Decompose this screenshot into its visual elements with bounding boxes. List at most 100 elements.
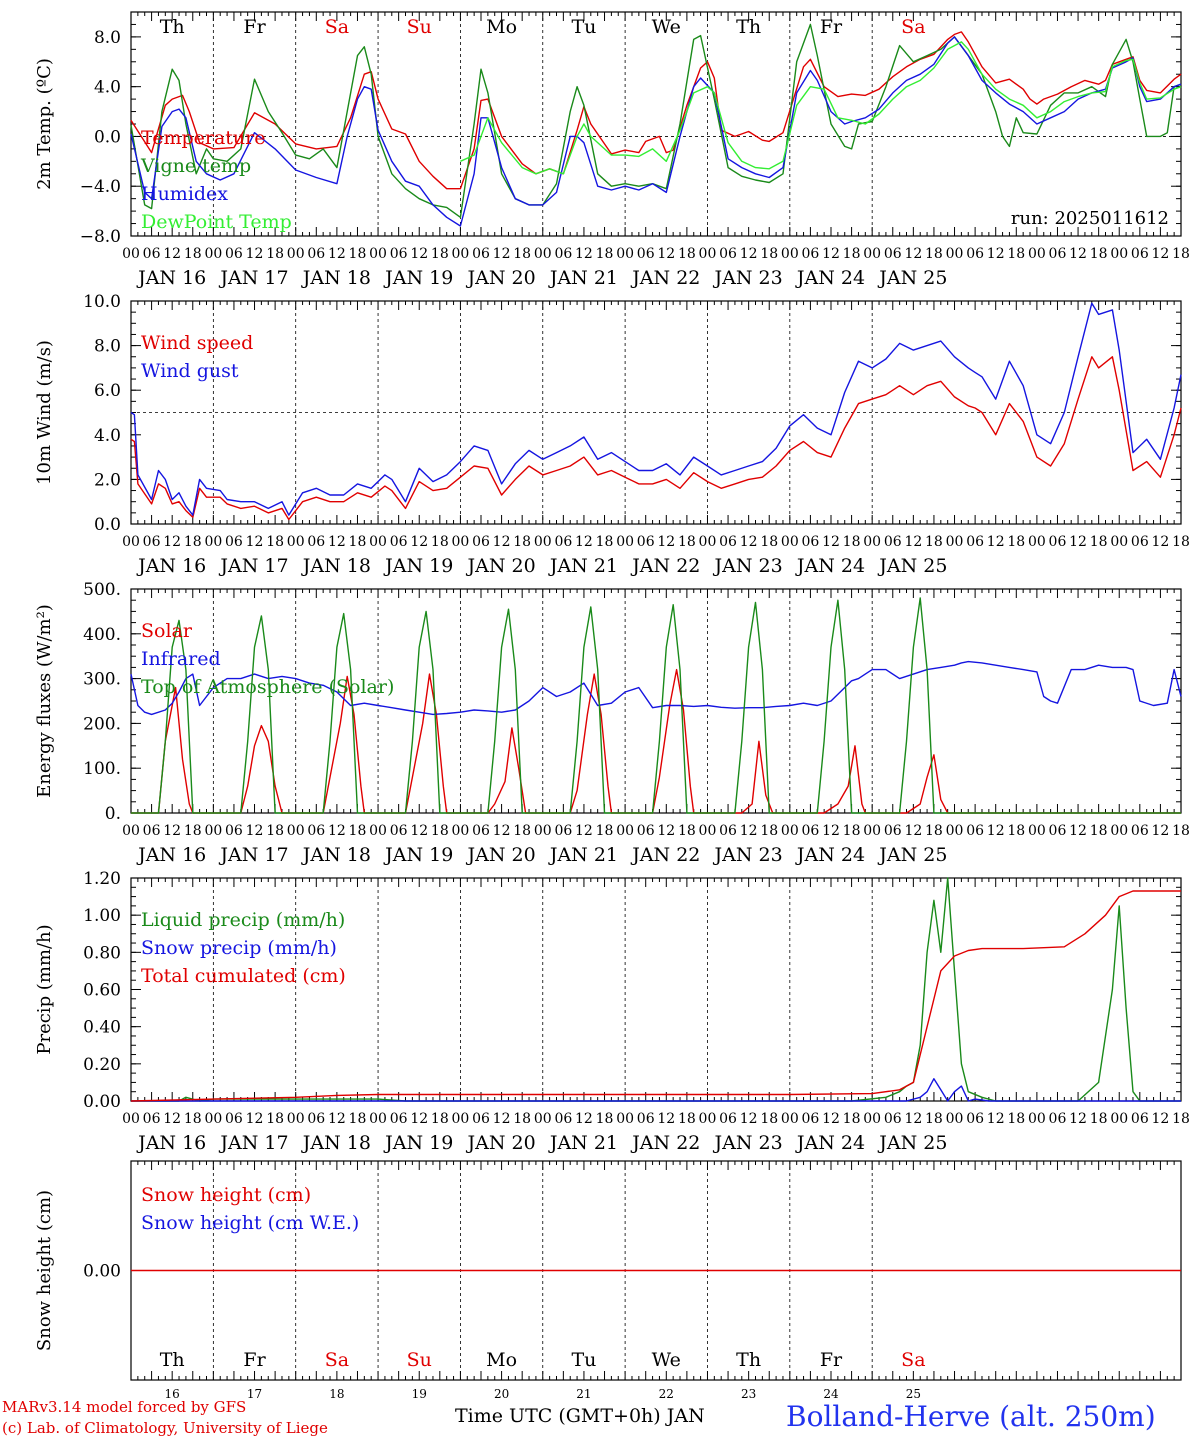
- hour-tick-label: 18: [596, 823, 614, 839]
- hour-tick-label: 12: [246, 1111, 264, 1127]
- hour-tick-label: 18: [678, 823, 696, 839]
- y-tick-label: 0.60: [83, 981, 121, 1001]
- legend-entry: Snow height (cm): [141, 1184, 311, 1206]
- hour-tick-label: 06: [637, 1111, 655, 1127]
- hour-tick-label: 12: [163, 534, 181, 550]
- date-label: JAN 22: [630, 1132, 700, 1154]
- y-tick-label: −8.0: [80, 227, 121, 247]
- day-of-week-label: Th: [160, 1349, 185, 1371]
- hour-tick-label: 18: [266, 823, 284, 839]
- date-label: JAN 23: [713, 555, 783, 577]
- hour-tick-label: 18: [1007, 246, 1025, 262]
- hour-tick-label: 00: [451, 534, 469, 550]
- hour-tick-label: 18: [1090, 534, 1108, 550]
- hour-tick-label: 00: [699, 534, 717, 550]
- series-line: [131, 597, 1181, 814]
- hour-tick-label: 12: [740, 246, 758, 262]
- y-tick-label: 0.80: [83, 943, 121, 963]
- hour-tick-label: 18: [760, 534, 778, 550]
- day-number-label: 19: [412, 1387, 427, 1401]
- date-label: JAN 17: [218, 1132, 288, 1154]
- hour-tick-label: 18: [925, 823, 943, 839]
- hour-tick-label: 06: [554, 534, 572, 550]
- y-tick-label: 0.00: [83, 1092, 121, 1112]
- hour-tick-label: 12: [410, 823, 428, 839]
- hour-tick-label: 00: [204, 246, 222, 262]
- y-tick-label: 400.: [83, 625, 121, 645]
- day-of-week-label: We: [652, 16, 681, 38]
- y-tick-label: 1.00: [83, 906, 121, 926]
- hour-tick-label: 18: [184, 534, 202, 550]
- hour-tick-label: 18: [1007, 823, 1025, 839]
- hour-tick-label: 12: [328, 534, 346, 550]
- series-line: [131, 1078, 1181, 1102]
- hour-tick-label: 06: [472, 246, 490, 262]
- day-of-week-label: Su: [407, 16, 432, 38]
- date-label: JAN 20: [465, 844, 535, 866]
- hour-tick-label: 06: [554, 246, 572, 262]
- hour-tick-label: 12: [246, 534, 264, 550]
- legend-entry: Top of Atmosphere (Solar): [141, 676, 394, 698]
- hour-tick-label: 00: [781, 823, 799, 839]
- hour-tick-label: 18: [266, 534, 284, 550]
- hour-tick-label: 18: [925, 1111, 943, 1127]
- hour-tick-label: 06: [1131, 534, 1149, 550]
- day-of-week-label: Sa: [325, 16, 349, 38]
- hour-tick-label: 12: [1069, 1111, 1087, 1127]
- hour-tick-label: 00: [699, 1111, 717, 1127]
- date-label: JAN 22: [630, 555, 700, 577]
- day-of-week-label: We: [652, 1349, 681, 1371]
- date-label: JAN 20: [465, 1132, 535, 1154]
- legend-entry: Wind gust: [141, 360, 239, 382]
- hour-tick-label: 00: [1110, 1111, 1128, 1127]
- hour-tick-label: 18: [760, 823, 778, 839]
- hour-tick-label: 06: [225, 534, 243, 550]
- lab-credit: (c) Lab. of Climatology, University of L…: [2, 1419, 328, 1437]
- day-number-label: 16: [165, 1387, 180, 1401]
- hour-tick-label: 06: [801, 246, 819, 262]
- hour-tick-label: 00: [699, 823, 717, 839]
- series-line: [130, 660, 1182, 716]
- hour-tick-label: 00: [1028, 1111, 1046, 1127]
- day-of-week-label: Fr: [820, 1349, 843, 1371]
- hour-tick-label: 06: [390, 534, 408, 550]
- hour-tick-label: 06: [719, 246, 737, 262]
- hour-tick-label: 00: [204, 534, 222, 550]
- hour-tick-label: 12: [575, 246, 593, 262]
- hour-tick-label: 00: [781, 1111, 799, 1127]
- hour-tick-label: 00: [1028, 246, 1046, 262]
- hour-tick-label: 12: [328, 1111, 346, 1127]
- day-of-week-label: Fr: [243, 16, 266, 38]
- hour-tick-label: 06: [719, 823, 737, 839]
- series-line: [130, 890, 1181, 1102]
- hour-tick-label: 12: [657, 1111, 675, 1127]
- hour-tick-label: 12: [657, 823, 675, 839]
- hour-tick-label: 18: [596, 534, 614, 550]
- time-axis-label: Time UTC (GMT+0h) JAN: [455, 1405, 705, 1427]
- hour-tick-label: 00: [287, 823, 305, 839]
- hour-tick-label: 12: [493, 246, 511, 262]
- hour-tick-label: 06: [143, 1111, 161, 1127]
- hour-tick-label: 18: [1090, 823, 1108, 839]
- hour-tick-label: 18: [349, 246, 367, 262]
- series-line: [130, 31, 1182, 190]
- legend-entry: Infrared: [141, 648, 221, 670]
- series-line: [130, 356, 1182, 521]
- hour-tick-label: 00: [369, 246, 387, 262]
- legend-entry: Liquid precip (mm/h): [141, 909, 345, 931]
- hour-tick-label: 12: [987, 534, 1005, 550]
- series-line: [131, 877, 1181, 1102]
- hour-tick-label: 12: [163, 823, 181, 839]
- hour-tick-label: 12: [822, 246, 840, 262]
- date-label: JAN 18: [301, 1132, 371, 1154]
- hour-tick-label: 06: [554, 1111, 572, 1127]
- date-label: JAN 19: [383, 267, 453, 289]
- hour-tick-label: 12: [1151, 246, 1169, 262]
- date-label: JAN 24: [795, 1132, 865, 1154]
- date-label: JAN 21: [548, 844, 618, 866]
- y-tick-label: 0.40: [83, 1018, 121, 1038]
- hour-tick-label: 18: [431, 246, 449, 262]
- hour-tick-label: 12: [740, 823, 758, 839]
- hour-tick-label: 18: [513, 534, 531, 550]
- hour-tick-label: 00: [451, 246, 469, 262]
